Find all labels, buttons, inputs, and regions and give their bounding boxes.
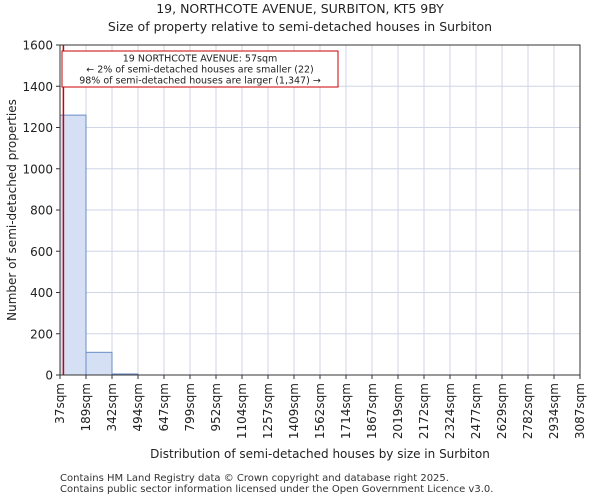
x-tick-label: 1257sqm xyxy=(261,383,275,439)
y-tick-label: 200 xyxy=(30,327,53,341)
y-tick-label: 1600 xyxy=(22,39,53,53)
x-tick-label: 952sqm xyxy=(209,383,223,431)
grid-lines xyxy=(59,44,581,376)
x-axis-label: Distribution of semi-detached houses by … xyxy=(150,447,490,461)
x-tick-label: 2629sqm xyxy=(495,383,509,439)
x-tick-label: 1867sqm xyxy=(365,383,379,439)
y-tick-label: 600 xyxy=(30,245,53,259)
x-tick-label: 2324sqm xyxy=(443,383,457,439)
x-tick-label: 1714sqm xyxy=(339,383,353,439)
bars xyxy=(59,114,139,376)
x-tick-label: 3087sqm xyxy=(573,383,587,439)
x-tick-label: 2172sqm xyxy=(417,383,431,439)
x-tick-label: 1104sqm xyxy=(235,383,249,439)
x-tick-label: 37sqm xyxy=(53,383,67,424)
x-tick-label: 1562sqm xyxy=(313,383,327,439)
histogram-bar xyxy=(85,351,113,376)
y-axis-label: Number of semi-detached properties xyxy=(5,99,19,321)
y-tick-label: 0 xyxy=(45,369,53,383)
annotation-frame xyxy=(61,50,339,88)
y-tick-label: 400 xyxy=(30,286,53,300)
x-tick-label: 2019sqm xyxy=(391,383,405,439)
x-tick-label: 494sqm xyxy=(131,383,145,431)
x-tick-label: 189sqm xyxy=(79,383,93,431)
y-tick-label: 800 xyxy=(30,204,53,218)
annotation-line: ← 2% of semi-detached houses are smaller… xyxy=(86,65,314,76)
annotation-line: 19 NORTHCOTE AVENUE: 57sqm xyxy=(123,54,277,65)
x-tick-label: 2477sqm xyxy=(469,383,483,439)
x-tick-label: 647sqm xyxy=(157,383,171,431)
footer-line-1: Contains HM Land Registry data © Crown c… xyxy=(60,473,449,484)
y-tick-label: 1400 xyxy=(22,80,53,94)
chart-title: 19, NORTHCOTE AVENUE, SURBITON, KT5 9BY xyxy=(156,1,444,16)
y-axis-ticks: 0 200 400 600 800 1000 1200 1400 1600 xyxy=(22,39,60,383)
x-tick-label: 2934sqm xyxy=(547,383,561,439)
x-axis-ticks: 37sqm 189sqm 342sqm 494sqm 647sqm 799sqm 952sq… xyxy=(53,375,587,439)
x-tick-label: 799sqm xyxy=(183,383,197,431)
x-tick-label: 2782sqm xyxy=(521,383,535,439)
x-tick-label: 342sqm xyxy=(105,383,119,431)
footer-line-2: Contains public sector information licen… xyxy=(60,484,494,495)
y-tick-label: 1000 xyxy=(22,162,53,176)
annotation-box: 19 NORTHCOTE AVENUE: 57sqm← 2% of semi-d… xyxy=(61,50,339,88)
chart-subtitle: Size of property relative to semi-detach… xyxy=(107,19,493,34)
y-tick-label: 1200 xyxy=(22,121,53,135)
annotation-line: 98% of semi-detached houses are larger (… xyxy=(79,76,321,87)
x-tick-label: 1409sqm xyxy=(287,383,301,439)
